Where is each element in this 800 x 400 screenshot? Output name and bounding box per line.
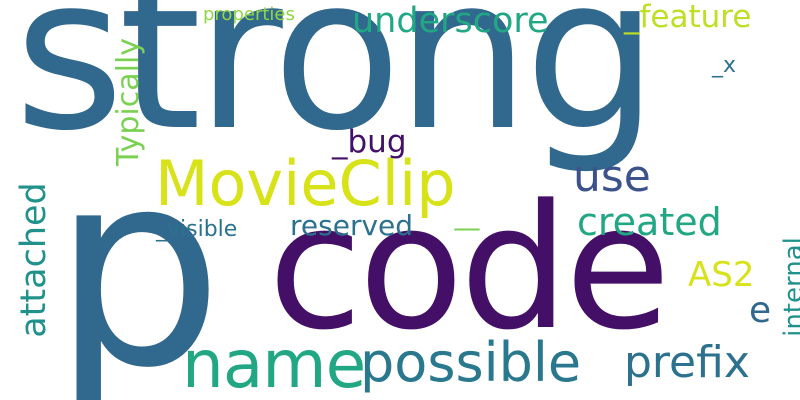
word-attached: attached (14, 182, 54, 338)
word-feature: _feature (624, 0, 752, 35)
word-reserved: reserved (290, 209, 414, 242)
word-x: _x (712, 53, 737, 78)
word-underscore: underscore (352, 1, 549, 41)
word-dash: — (453, 211, 481, 244)
word-as2: AS2 (688, 255, 755, 295)
word-possible: possible (360, 331, 582, 394)
word-properties: properties (203, 4, 295, 25)
word-e: e (749, 290, 772, 331)
word-typically: Typically (111, 37, 146, 167)
word-p: p (52, 112, 224, 400)
word-internal: internal (779, 237, 800, 337)
word-use: use (573, 151, 651, 202)
word-strong: strong (14, 0, 659, 177)
word-movieclip: MovieClip (155, 147, 456, 220)
word-prefix: prefix (624, 337, 750, 388)
word-name: name (182, 326, 366, 400)
word-visible: _visible (156, 217, 238, 242)
word-created: created (577, 200, 722, 244)
word-code: code (268, 167, 671, 368)
word-bug: _bug (332, 124, 407, 160)
